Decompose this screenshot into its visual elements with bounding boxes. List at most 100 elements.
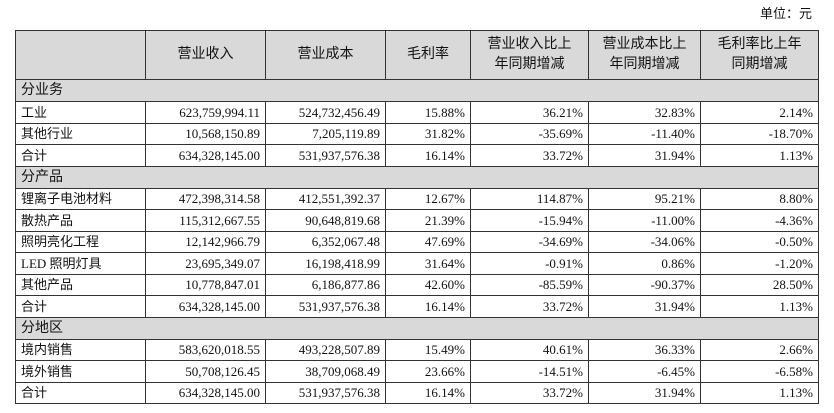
cell: -85.59% (470, 273, 589, 296)
cell: 50,708,126.45 (145, 360, 266, 383)
data-row: 其他产品 10,778,847.01 6,186,877.86 42.60% -85.5… (15, 273, 819, 296)
cell: 31.94% (588, 295, 701, 318)
cell: -11.40% (588, 122, 701, 145)
cell: 7,205,119.89 (265, 122, 386, 145)
cell: 38,709,068.49 (265, 360, 386, 383)
header-cell: 营业收入比上 年同期增减 (470, 30, 589, 80)
cell: 33.72% (470, 381, 589, 404)
cell: 524,732,456.49 (265, 101, 386, 124)
header-cell: 毛利率比上年 同期增减 (700, 30, 819, 80)
row-label: 工业 (15, 101, 146, 124)
cell: 6,352,067.48 (265, 230, 386, 253)
cell: 0.86% (588, 252, 701, 275)
cell: 40.61% (470, 338, 589, 361)
cell: 15.49% (385, 338, 471, 361)
row-label: 照明亮化工程 (15, 230, 146, 253)
cell: 493,228,507.89 (265, 338, 386, 361)
header-cell (15, 30, 146, 80)
row-label: 合计 (15, 144, 146, 167)
section-title: 分产品 (15, 165, 819, 189)
data-table: 营业收入 营业成本 毛利率 营业收入比上 年同期增减 营业成本比上 年同期增减 毛利率比上年同… (15, 30, 819, 404)
row-label: 散热产品 (15, 209, 146, 232)
header-text: 营业成本 (297, 47, 354, 62)
data-row: 合计 634,328,145.00 531,937,576.38 16.14% 33.7… (15, 295, 819, 318)
cell: -15.94% (470, 209, 589, 232)
data-row: 境外销售 50,708,126.45 38,709,068.49 23.66% -14.… (15, 360, 819, 383)
cell: 33.72% (470, 295, 589, 318)
cell: 36.21% (470, 101, 589, 124)
data-row: 其他行业 10,568,150.89 7,205,119.89 31.82% -35.6… (15, 122, 819, 145)
row-label: 合计 (15, 381, 146, 404)
cell: 531,937,576.38 (265, 295, 386, 318)
header-cell: 营业成本 (265, 30, 386, 80)
data-row: 锂离子电池材料 472,398,314.58 412,551,392.37 12.67… (15, 187, 819, 210)
data-row: LED 照明灯具 23,695,349.07 16,198,418.99 31.64%… (15, 252, 819, 275)
header-text: 年同期增减 (609, 57, 680, 72)
cell: 1.13% (700, 295, 819, 318)
data-row: 境内销售 583,620,018.55 493,228,507.89 15.49% 40… (15, 338, 819, 361)
header-cell: 营业收入 (145, 30, 266, 80)
header-text: 毛利率 (407, 47, 449, 62)
data-row: 工业 623,759,994.11 524,732,456.49 15.88% 36.2… (15, 101, 819, 124)
cell: 16.14% (385, 381, 471, 404)
cell: 21.39% (385, 209, 471, 232)
data-row: 合计 634,328,145.00 531,937,576.38 16.14% 33.7… (15, 144, 819, 167)
cell: 114.87% (470, 187, 589, 210)
cell: 12,142,966.79 (145, 230, 266, 253)
unit-label: 单位：元 (759, 6, 812, 21)
row-label: 锂离子电池材料 (15, 187, 146, 210)
section-title: 分业务 (15, 79, 819, 102)
cell: 31.82% (385, 122, 471, 145)
cell: -11.00% (588, 209, 701, 232)
cell: 1.13% (700, 144, 819, 167)
row-label: 合计 (15, 295, 146, 318)
cell: -0.50% (700, 230, 819, 253)
cell: 412,551,392.37 (265, 187, 386, 210)
cell: 47.69% (385, 230, 471, 253)
cell: 32.83% (588, 101, 701, 124)
cell: -34.69% (470, 230, 589, 253)
data-row: 合计 634,328,145.00 531,937,576.38 16.14% 33.7… (15, 381, 819, 404)
header-text: 营业成本比上 (602, 37, 687, 52)
cell: 23,695,349.07 (145, 252, 266, 275)
row-label: 其他行业 (15, 122, 146, 145)
cell: 583,620,018.55 (145, 338, 266, 361)
header-text: 毛利率比上年 (717, 37, 802, 52)
cell: 10,778,847.01 (145, 273, 266, 296)
section-title: 分地区 (15, 316, 819, 340)
cell: 28.50% (700, 273, 819, 296)
section-row: 分地区 (15, 316, 819, 340)
cell: 115,312,667.55 (145, 209, 266, 232)
header-row: 营业收入 营业成本 毛利率 营业收入比上 年同期增减 营业成本比上 年同期增减 毛利率比上年同… (15, 30, 819, 80)
cell: 16,198,418.99 (265, 252, 386, 275)
cell: 10,568,150.89 (145, 122, 266, 145)
cell: -90.37% (588, 273, 701, 296)
cell: 472,398,314.58 (145, 187, 266, 210)
cell: 1.13% (700, 381, 819, 404)
cell: 95.21% (588, 187, 701, 210)
cell: -1.20% (700, 252, 819, 275)
cell: 31.64% (385, 252, 471, 275)
cell: 15.88% (385, 101, 471, 124)
cell: 33.72% (470, 144, 589, 167)
cell: 531,937,576.38 (265, 381, 386, 404)
cell: 6,186,877.86 (265, 273, 386, 296)
cell: 634,328,145.00 (145, 295, 266, 318)
header-text: 营业收入比上 (487, 37, 572, 52)
header-text: 营业收入 (177, 47, 234, 62)
cell: 12.67% (385, 187, 471, 210)
data-row: 照明亮化工程 12,142,966.79 6,352,067.48 47.69% -34… (15, 230, 819, 253)
cell: 634,328,145.00 (145, 144, 266, 167)
header-cell: 毛利率 (385, 30, 471, 80)
cell: 42.60% (385, 273, 471, 296)
data-row: 散热产品 115,312,667.55 90,648,819.68 21.39% -15… (15, 209, 819, 232)
cell: -0.91% (470, 252, 589, 275)
cell: 8.80% (700, 187, 819, 210)
section-row: 分业务 (15, 79, 819, 102)
header-text: 同期增减 (731, 57, 788, 72)
cell: 2.66% (700, 338, 819, 361)
cell: -6.45% (588, 360, 701, 383)
cell: 36.33% (588, 338, 701, 361)
cell: 531,937,576.38 (265, 144, 386, 167)
